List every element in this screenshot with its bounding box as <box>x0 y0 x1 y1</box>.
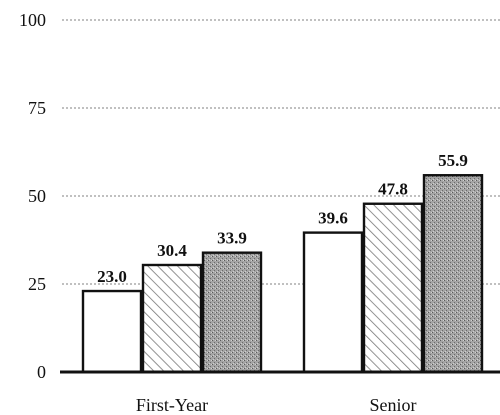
category-label-first-year: First-Year <box>136 395 208 415</box>
data-label: 23.0 <box>97 267 127 286</box>
y-tick-label: 50 <box>28 186 46 206</box>
bar-senior-1 <box>302 231 364 374</box>
bars <box>81 174 484 374</box>
bar-first-year-2 <box>141 263 203 374</box>
data-label: 55.9 <box>438 151 468 170</box>
data-label: 30.4 <box>157 241 187 260</box>
bar-senior-2 <box>362 202 424 374</box>
data-label: 39.6 <box>318 209 348 228</box>
category-labels: First-Year Senior <box>136 395 417 415</box>
bar-senior-3 <box>422 174 484 374</box>
bar-first-year-1 <box>81 289 143 374</box>
bar-first-year-3 <box>201 251 263 374</box>
y-tick-label: 100 <box>19 10 46 30</box>
data-labels: 23.0 30.4 33.9 39.6 47.8 55.9 <box>97 151 468 286</box>
data-label: 47.8 <box>378 180 408 199</box>
y-tick-label: 75 <box>28 98 46 118</box>
y-axis-tick-labels: 0 25 50 75 100 <box>19 10 46 382</box>
y-tick-label: 25 <box>28 274 46 294</box>
category-label-senior: Senior <box>370 395 417 415</box>
y-tick-label: 0 <box>37 362 46 382</box>
data-label: 33.9 <box>217 229 247 248</box>
